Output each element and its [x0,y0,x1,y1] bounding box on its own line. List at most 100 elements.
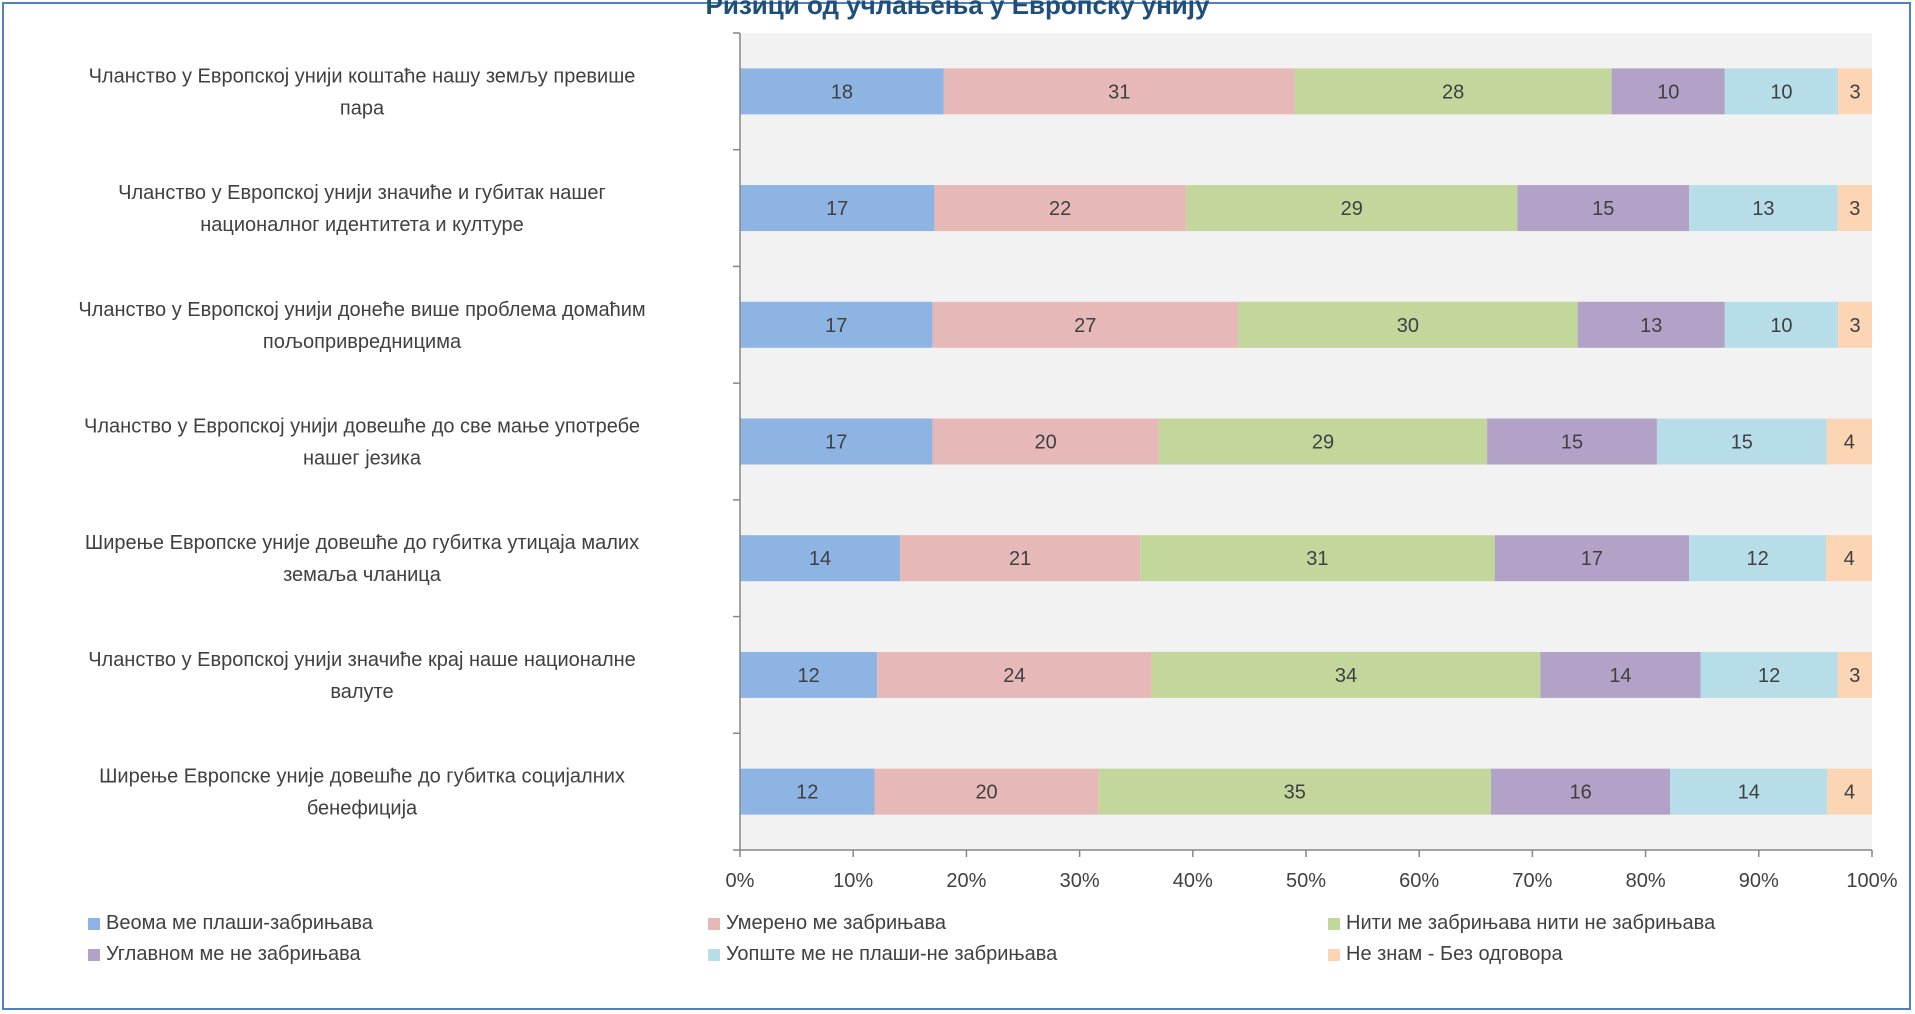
bar-segment [1238,301,1578,348]
x-tick-label: 10% [833,870,873,892]
legend-label: Умерено ме забрињава [726,912,947,934]
category-labels: Чланство у Европској унији коштаће нашу … [78,65,645,819]
category-label-line: Ширење Европске уније довешће до губитка… [85,532,639,554]
x-tick-label: 90% [1739,870,1779,892]
legend-swatch [708,948,720,961]
data-label: 12 [1758,665,1780,687]
x-tick-label: 100% [1846,870,1897,892]
bar-segment [1837,185,1872,232]
bars: 18 31 28 10 10 3 17 22 29 15 13 3 17 27 30 13 10 3 17 20 29 1… [740,68,1872,815]
bar-segment [1540,651,1701,698]
category-label-line: бенефиција [307,798,418,820]
legend-item: Уопште ме не плаши-не забрињава [708,943,1328,966]
x-tick-label: 0% [726,870,755,892]
bar-segment [1689,185,1838,232]
data-label: 10 [1770,81,1792,103]
data-label: 17 [825,432,847,454]
x-tick-label: 60% [1399,870,1439,892]
bar-segment [1098,768,1491,815]
data-label: 17 [1581,548,1603,570]
data-label: 3 [1849,665,1860,687]
data-label: 15 [1561,432,1583,454]
category-label: Ширење Европске уније довешће до губитка… [85,532,639,586]
category-label-line: пољопривредницима [263,331,462,353]
data-label: 10 [1657,81,1679,103]
bar-segment [1185,185,1518,232]
x-tick-label: 50% [1286,870,1326,892]
legend-item: Углавном ме не забрињава [88,943,708,966]
bar-segment [740,418,933,465]
bar-segment [740,768,875,815]
x-tick-label: 40% [1173,870,1213,892]
bar-segment [1490,768,1671,815]
legend-swatch [1328,917,1340,930]
data-label: 15 [1592,198,1614,220]
bar-segment [1838,301,1872,348]
legend-label: Не знам - Без одговора [1346,943,1563,965]
bar-segment [1826,535,1872,582]
bar-segment [900,535,1141,582]
bar-segment [932,418,1159,465]
data-label: 28 [1442,81,1464,103]
legend: Веома ме плаши-забрињава Умерено ме забри… [88,912,1888,966]
category-label-line: земаља чланица [283,564,442,586]
data-label: 3 [1849,198,1860,220]
x-tick-label: 30% [1060,870,1100,892]
bar-segment [740,68,944,115]
category-label-line: пара [340,97,385,119]
data-label: 31 [1108,81,1130,103]
legend-label: Углавном ме не забрињава [106,943,361,965]
data-label: 4 [1844,782,1855,804]
category-label-line: националног идентитета и културе [200,214,523,236]
bar-segment [1838,68,1872,115]
data-label: 4 [1844,548,1855,570]
legend-label: Веома ме плаши-забрињава [106,912,373,934]
bar-segment [1151,651,1541,698]
data-label: 29 [1312,432,1334,454]
data-label: 3 [1849,81,1860,103]
bar-segment [740,535,901,582]
category-label: Чланство у Европској унији коштаће нашу … [89,65,636,119]
bar-segment [1826,418,1872,465]
stacked-bar-chart: 18 31 28 10 10 3 17 22 29 15 13 3 17 27 30 13 10 3 17 20 29 1… [78,32,1898,892]
data-label: 13 [1640,315,1662,337]
category-label: Чланство у Европској унији довешће до св… [84,416,640,470]
data-label: 20 [1035,432,1057,454]
bar-segment [1689,535,1827,582]
data-label: 10 [1770,315,1792,337]
data-label: 17 [825,315,847,337]
bar-segment [932,301,1239,348]
category-label-line: валуте [330,681,393,703]
axes [733,32,1873,857]
bar-segment [1724,68,1839,115]
bar-segment [1827,768,1872,815]
category-label: Ширење Европске уније довешће до губитка… [99,766,625,820]
bar-segment [1517,185,1690,232]
data-label: 15 [1731,432,1753,454]
legend-label: Нити ме забрињава нити не забрињава [1346,912,1716,934]
bar-segment [943,68,1295,115]
chart-title: Ризици од учлањења у Европску унију [705,0,1210,20]
bar-segment [740,185,935,232]
category-label-line: нашег језика [303,448,422,470]
data-label: 3 [1849,315,1860,337]
legend-item: Умерено ме забрињава [708,912,1328,935]
bar-segment [1494,535,1690,582]
bar-segment [1837,651,1872,698]
bar-segment [1700,651,1838,698]
data-label: 20 [975,782,997,804]
x-tick-label: 20% [946,870,986,892]
bar-segment [1724,301,1839,348]
data-label: 14 [1609,665,1631,687]
category-label-line: Чланство у Европској унији довешће до св… [84,416,640,438]
legend-swatch [1328,948,1340,961]
data-label: 17 [826,198,848,220]
category-label-line: Чланство у Европској унији донеће више п… [78,299,645,321]
data-label: 24 [1003,665,1025,687]
data-label: 29 [1341,198,1363,220]
data-label: 30 [1397,315,1419,337]
data-label: 31 [1306,548,1328,570]
x-tick-label: 80% [1626,870,1666,892]
bar-segment [1487,418,1657,465]
